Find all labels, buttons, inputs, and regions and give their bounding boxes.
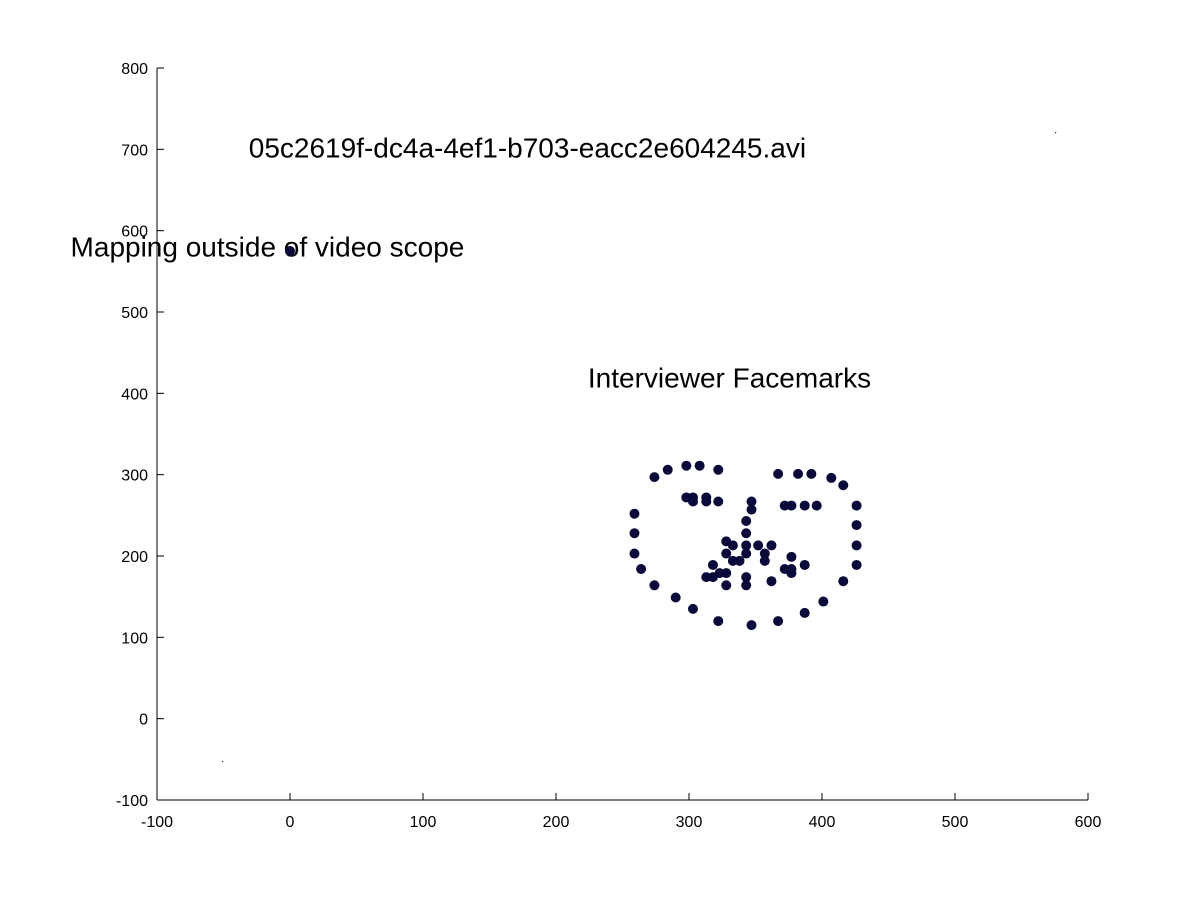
data-point (838, 576, 849, 587)
data-point (285, 246, 295, 256)
data-point (838, 480, 849, 491)
x-tick-label: 500 (942, 814, 969, 831)
x-tick-label: 600 (1075, 814, 1102, 831)
x-tick-label: 300 (676, 814, 703, 831)
data-point (851, 520, 862, 531)
y-tick-label: 800 (121, 61, 148, 78)
annotation-label: Interviewer Facemarks (588, 363, 871, 394)
stray-pixel-top-right (1055, 132, 1057, 134)
y-tick-label: 100 (121, 630, 148, 647)
axes: -100 0 100 200 300 400 500 600 -100 0 100 200 300 400… (116, 61, 1101, 831)
y-tick-label: 0 (139, 712, 148, 729)
annotation-label: 05c2619f-dc4a-4ef1-b703-eacc2e604245.avi (249, 132, 806, 163)
data-point (629, 508, 640, 519)
y-tick-label: 300 (121, 468, 148, 485)
data-point (662, 464, 673, 475)
data-point (741, 580, 752, 591)
stray-pixel-bottom-left (222, 761, 224, 763)
data-point (629, 528, 640, 539)
stray-marks (222, 132, 1057, 763)
data-point (687, 603, 698, 614)
data-point (721, 548, 732, 559)
data-point (746, 620, 757, 631)
data-point (759, 555, 770, 566)
data-point (713, 496, 724, 507)
x-tick-label: 100 (410, 814, 437, 831)
x-tick-label: 400 (809, 814, 836, 831)
data-point (694, 460, 705, 471)
data-point (707, 559, 718, 570)
data-point (786, 551, 797, 562)
data-points (285, 246, 862, 631)
y-tick-label: 600 (121, 224, 148, 241)
data-point (766, 540, 777, 551)
data-point (649, 472, 660, 483)
y-tick-label: 500 (121, 305, 148, 322)
y-tick-label: 200 (121, 549, 148, 566)
data-point (721, 580, 732, 591)
data-point (741, 572, 752, 583)
data-point (799, 500, 810, 511)
data-point (753, 540, 764, 551)
data-point (687, 496, 698, 507)
data-point (701, 496, 712, 507)
data-point (649, 580, 660, 591)
data-point (818, 596, 829, 607)
data-point (741, 528, 752, 539)
x-tick-label: 200 (543, 814, 570, 831)
data-point (713, 616, 724, 627)
data-point (670, 592, 681, 603)
data-point (851, 500, 862, 511)
data-point (713, 464, 724, 475)
y-tick-label: 700 (121, 142, 148, 159)
annotations: 05c2619f-dc4a-4ef1-b703-eacc2e604245.avi… (71, 132, 872, 393)
data-point (799, 559, 810, 570)
data-point (811, 500, 822, 511)
data-point (636, 564, 647, 575)
data-point (629, 548, 640, 559)
data-point (851, 540, 862, 551)
data-point (734, 555, 745, 566)
data-point (773, 468, 784, 479)
data-point (773, 616, 784, 627)
data-point (746, 504, 757, 515)
x-tick-label: 0 (286, 814, 295, 831)
data-point (766, 576, 777, 587)
data-point (851, 559, 862, 570)
data-point (721, 568, 732, 579)
x-tick-label: -100 (141, 814, 173, 831)
y-tick-label: -100 (116, 793, 148, 810)
data-point (806, 468, 817, 479)
data-point (786, 500, 797, 511)
annotation-label: Mapping outside of video scope (71, 232, 465, 263)
data-point (826, 472, 837, 483)
data-point (759, 548, 770, 559)
data-point (741, 516, 752, 527)
y-tick-label: 400 (121, 386, 148, 403)
data-point (727, 540, 738, 551)
data-point (799, 607, 810, 618)
data-point (786, 568, 797, 579)
data-point (741, 548, 752, 559)
data-point (746, 496, 757, 507)
data-point (681, 460, 692, 471)
data-point (741, 540, 752, 551)
data-point (793, 468, 804, 479)
